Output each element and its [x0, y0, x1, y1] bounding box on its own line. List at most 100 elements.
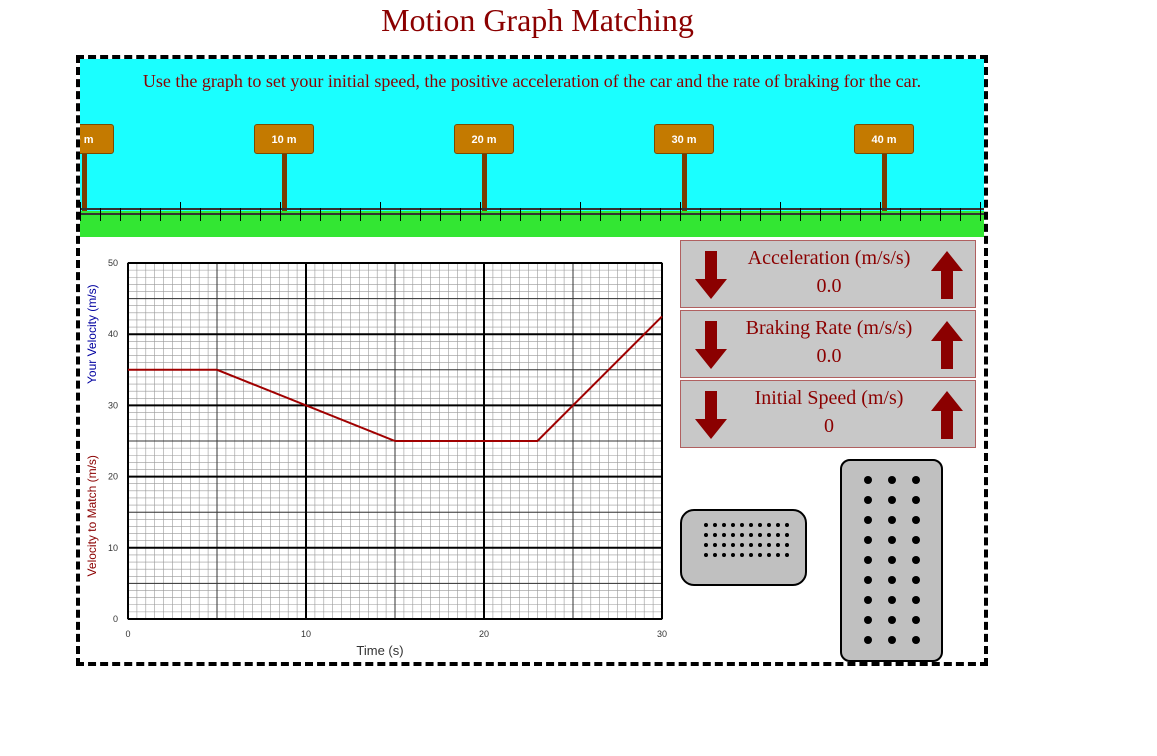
fence-post [840, 208, 841, 221]
pedal-dot [912, 616, 920, 624]
pedal-dot [776, 533, 780, 537]
fence-post [660, 208, 661, 221]
y-tick-label: 40 [108, 329, 118, 339]
pedal-dot [758, 553, 762, 557]
fence-post [380, 202, 381, 221]
distance-sign: 20 m [454, 124, 514, 154]
fence-post [440, 208, 441, 221]
fence-post [80, 202, 81, 221]
fence-post [620, 208, 621, 221]
braking-control: Braking Rate (m/s/s) 0.0 [680, 310, 976, 378]
pedal-dot [731, 553, 735, 557]
pedal-dot [731, 523, 735, 527]
pedal-dot [785, 543, 789, 547]
initial-speed-control: Initial Speed (m/s) 0 [680, 380, 976, 448]
pedal-dot [758, 543, 762, 547]
pedal-dot [776, 543, 780, 547]
gas-pedal[interactable] [840, 459, 943, 662]
pedal-dot [767, 523, 771, 527]
pedal-dot [864, 636, 872, 644]
sign-pole [82, 154, 87, 220]
braking-value: 0.0 [816, 345, 842, 367]
fence-post [580, 202, 581, 221]
pedal-dot [722, 533, 726, 537]
pedal-dot [740, 553, 744, 557]
fence-rail [80, 213, 984, 215]
fence-post [220, 208, 221, 221]
brake-pedal[interactable] [680, 509, 807, 586]
pedal-dot [704, 543, 708, 547]
pedal-dot [722, 523, 726, 527]
fence-rail [80, 208, 984, 210]
pedal-dot [731, 543, 735, 547]
fence-post [280, 202, 281, 221]
sign-pole [882, 154, 887, 220]
pedal-dot [713, 543, 717, 547]
fence-post [720, 208, 721, 221]
acceleration-value: 0.0 [816, 275, 842, 297]
fence-post [500, 208, 501, 221]
fence-post [100, 208, 101, 221]
acceleration-increase-arrow-icon[interactable] [931, 251, 963, 299]
braking-increase-arrow-icon[interactable] [931, 321, 963, 369]
fence-post [260, 208, 261, 221]
pedal-dot [888, 616, 896, 624]
pedal-dot [864, 476, 872, 484]
pedal-dot [912, 636, 920, 644]
distance-sign: 30 m [654, 124, 714, 154]
pedal-dot [785, 553, 789, 557]
fence-post [140, 208, 141, 221]
fence-post [700, 208, 701, 221]
y-axis-label-yours: Your Velocity (m/s) [85, 284, 99, 384]
pedal-dot [776, 553, 780, 557]
pedal-dot [767, 533, 771, 537]
acceleration-decrease-arrow-icon[interactable] [695, 251, 727, 299]
pedal-dot [785, 523, 789, 527]
y-tick-label: 50 [108, 258, 118, 268]
pedal-dot [713, 553, 717, 557]
fence-post [460, 208, 461, 221]
instructions: Use the graph to set your initial speed,… [142, 71, 922, 91]
pedal-dot [888, 556, 896, 564]
x-tick-label: 10 [301, 629, 311, 639]
fence-post [300, 208, 301, 221]
fence-post [160, 208, 161, 221]
pedal-dot [704, 523, 708, 527]
pedal-dot [713, 523, 717, 527]
braking-label: Braking Rate (m/s/s) [745, 317, 913, 339]
pedal-dot [864, 576, 872, 584]
initial-speed-increase-arrow-icon[interactable] [931, 391, 963, 439]
fence-post [420, 208, 421, 221]
initial-speed-decrease-arrow-icon[interactable] [695, 391, 727, 439]
pedal-dot [864, 596, 872, 604]
pedal-dot [758, 523, 762, 527]
x-tick-label: 30 [657, 629, 667, 639]
fence-post [740, 208, 741, 221]
distance-sign: 40 m [854, 124, 914, 154]
pedal-dot [864, 536, 872, 544]
acceleration-control: Acceleration (m/s/s) 0.0 [680, 240, 976, 308]
pedal-dot [912, 496, 920, 504]
simulation-frame: Use the graph to set your initial speed,… [76, 55, 988, 666]
pedal-dot [785, 533, 789, 537]
pedal-dot [722, 553, 726, 557]
fence-post [360, 208, 361, 221]
braking-decrease-arrow-icon[interactable] [695, 321, 727, 369]
pedal-dot [912, 576, 920, 584]
pedal-dot [767, 553, 771, 557]
pedal-dot [888, 516, 896, 524]
pedal-dot [749, 523, 753, 527]
pedal-dot [912, 536, 920, 544]
initial-speed-value: 0 [824, 415, 834, 437]
fence-post [520, 208, 521, 221]
fence-post [780, 202, 781, 221]
fence-post [560, 208, 561, 221]
pedal-dot [758, 533, 762, 537]
pedal-dot [776, 523, 780, 527]
pedal-dot [888, 496, 896, 504]
pedal-dot [713, 533, 717, 537]
fence-post [120, 208, 121, 221]
y-tick-label: 10 [108, 543, 118, 553]
pedal-dot [767, 543, 771, 547]
pedal-dot [740, 533, 744, 537]
